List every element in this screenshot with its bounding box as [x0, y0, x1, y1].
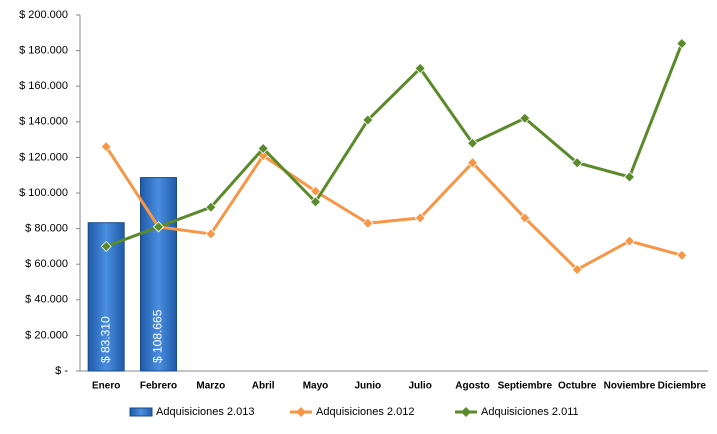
marker [676, 249, 688, 261]
y-tick-label: $ 20.000 [25, 329, 68, 341]
marker [571, 157, 583, 169]
legend-swatch [129, 407, 153, 417]
marker [205, 228, 217, 240]
marker [309, 196, 322, 208]
marker [362, 217, 374, 229]
marker [466, 137, 479, 149]
marker [466, 157, 479, 169]
marker [362, 114, 374, 126]
x-tick-label: Noviembre [604, 381, 656, 392]
marker [309, 185, 322, 197]
x-tick-label: Febrero [140, 381, 177, 392]
marker [100, 240, 112, 252]
y-tick-label: $ 140.000 [19, 116, 68, 128]
marker [623, 171, 636, 183]
x-tick-label: Diciembre [658, 381, 707, 392]
y-tick-label: $ 180.000 [19, 45, 68, 57]
x-tick-label: Mayo [303, 381, 329, 392]
x-tick-label: Junio [354, 381, 381, 392]
y-tick-label: $ 80.000 [25, 223, 68, 235]
y-tick-label: $ 120.000 [19, 151, 68, 163]
marker [205, 201, 217, 213]
x-tick-label: Enero [92, 381, 120, 392]
legend-marker [296, 407, 306, 417]
line [104, 145, 683, 272]
line [105, 42, 684, 248]
legend-marker [461, 407, 471, 417]
marker [571, 263, 583, 276]
marker [623, 235, 636, 247]
marker [414, 212, 426, 224]
y-tick-label: $ 100.000 [19, 187, 68, 199]
bar [87, 222, 125, 372]
x-tick-label: Abril [252, 381, 275, 392]
marker [414, 62, 426, 74]
y-tick-label: $ - [55, 365, 68, 377]
x-tick-label: Octubre [558, 381, 597, 392]
legend-label: Adquisiciones 2.013 [156, 406, 254, 418]
marker [519, 212, 531, 224]
y-tick-label: $ 40.000 [25, 294, 68, 306]
y-tick-label: $ 60.000 [25, 258, 68, 270]
legend-label: Adquisiciones 2.012 [316, 406, 414, 418]
x-tick-label: Septiembre [498, 381, 553, 392]
x-tick-label: Marzo [196, 381, 225, 392]
x-tick-label: Julio [408, 381, 431, 392]
marker [676, 37, 688, 50]
y-tick-label: $ 160.000 [19, 80, 68, 92]
y-tick-label: $ 200.000 [19, 9, 68, 21]
data-label: $ 108.665 [151, 309, 165, 363]
x-tick-label: Agosto [455, 381, 489, 392]
marker [257, 142, 269, 155]
marker [519, 112, 531, 124]
data-label: $ 83.310 [98, 316, 112, 363]
marker [100, 141, 112, 153]
legend-label: Adquisiciones 2.011 [481, 406, 579, 418]
marker [152, 221, 165, 233]
